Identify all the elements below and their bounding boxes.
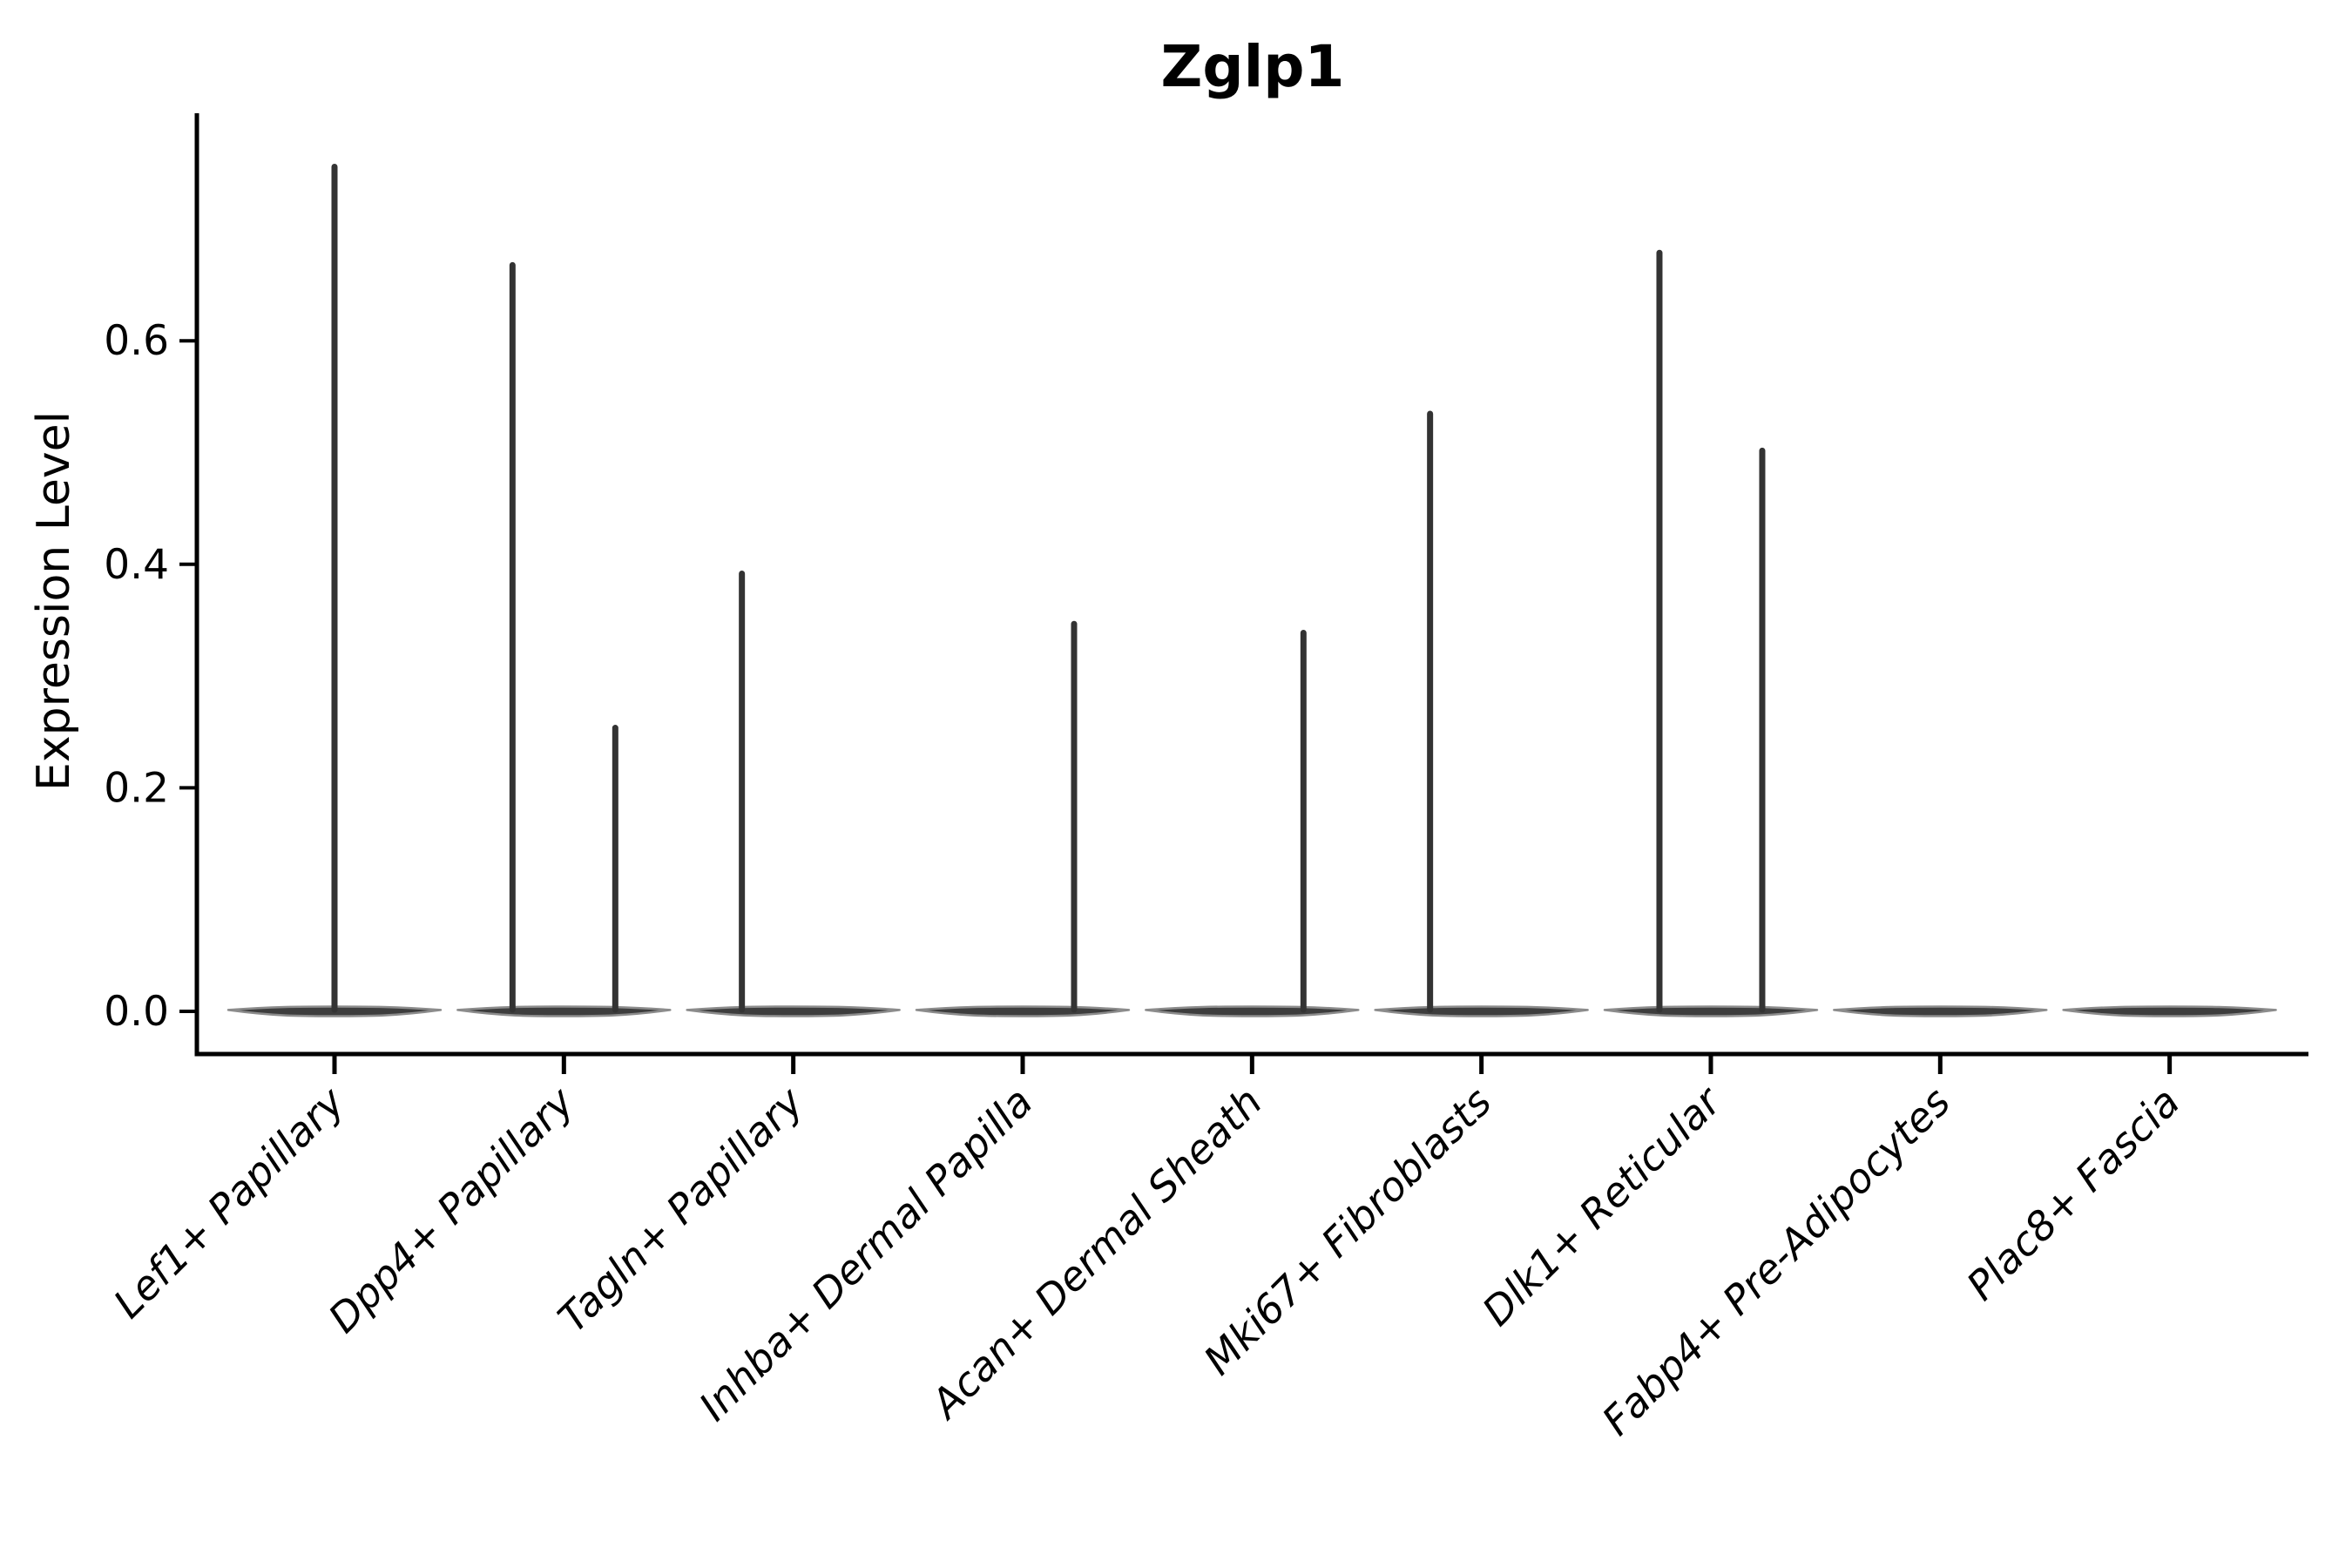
violin-base-7 [1833, 1005, 2048, 1017]
violin-base-5 [1374, 1005, 1589, 1017]
violin-base-1 [456, 1005, 672, 1017]
x-tick-label-6: Dlk1+ Reticular [1473, 1076, 1732, 1335]
chart-title: Zglp1 [1160, 33, 1345, 100]
violin-base-8 [2062, 1005, 2277, 1017]
y-tick-label: 0.4 [104, 541, 169, 589]
x-tick-label-8: Plac8+ Fascia [1957, 1078, 2188, 1309]
violin-base-6 [1603, 1005, 1819, 1017]
violin-base-3 [915, 1005, 1131, 1017]
y-tick-label: 0.0 [104, 988, 169, 1036]
violin-base-4 [1145, 1005, 1360, 1017]
violin-base-2 [686, 1005, 901, 1017]
y-tick-label: 0.6 [104, 317, 169, 365]
x-tick-label-1: Dpp4+ Papillary [319, 1078, 583, 1342]
x-tick-label-2: Tagln+ Papillary [549, 1078, 813, 1342]
x-tick-label-0: Lef1+ Papillary [105, 1078, 354, 1327]
y-tick-label: 0.2 [104, 764, 169, 812]
y-axis-label: Expression Level [28, 410, 80, 792]
